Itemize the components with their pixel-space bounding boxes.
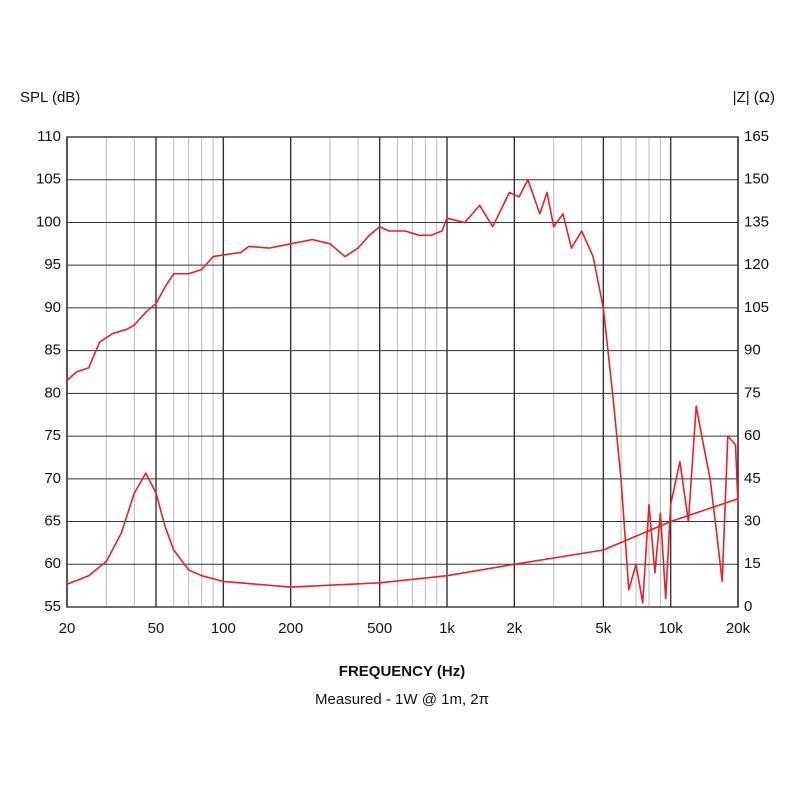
x-tick-label: 2k: [506, 620, 522, 637]
x-tick-label: 500: [367, 620, 392, 637]
x-tick-label: 10k: [659, 620, 684, 637]
y-tick-label: 75: [44, 427, 61, 444]
y2-tick-label: 75: [744, 384, 761, 401]
y2-tick-label: 15: [744, 555, 761, 572]
y-tick-label: 85: [44, 342, 61, 359]
series-line: [66, 178, 739, 604]
y2-tick-label: 120: [744, 256, 769, 273]
y-tick-label: 110: [37, 128, 61, 145]
x-tick-label: 20k: [726, 620, 751, 637]
y-tick-label: 70: [44, 470, 61, 487]
y-tick-label: 100: [36, 213, 61, 230]
x-tick-label: 1k: [439, 620, 455, 637]
y-tick-label: 60: [44, 555, 61, 572]
x-tick-label: 200: [278, 620, 303, 637]
y2-axis-title: |Z| (Ω): [733, 89, 775, 106]
y-tick-label: 90: [44, 299, 61, 316]
y-axis-title: SPL (dB): [20, 89, 80, 106]
y-tick-label: 95: [44, 256, 61, 273]
y2-tick-label: 0: [744, 598, 752, 615]
y2-tick-label: 150: [744, 171, 769, 188]
y-tick-label: 65: [44, 513, 61, 530]
y2-tick-label: 30: [744, 513, 761, 530]
y2-tick-label: 105: [744, 299, 769, 316]
y-tick-label: 80: [44, 384, 61, 401]
y2-tick-label: 165: [744, 128, 769, 145]
plot-frame: [66, 136, 739, 608]
y2-tick-label: 135: [744, 213, 769, 230]
y-tick-label: 55: [44, 598, 61, 615]
x-tick-label: 5k: [595, 620, 611, 637]
x-axis-title: FREQUENCY (Hz): [339, 663, 465, 680]
y2-tick-label: 60: [744, 427, 761, 444]
y-tick-label: 105: [36, 171, 61, 188]
y2-tick-label: 90: [744, 342, 761, 359]
x-tick-label: 20: [59, 620, 76, 637]
series-line: [66, 472, 739, 588]
x-tick-label: 50: [148, 620, 165, 637]
y2-tick-label: 45: [744, 470, 761, 487]
subtitle: Measured - 1W @ 1m, 2π: [315, 691, 489, 708]
x-tick-label: 100: [211, 620, 236, 637]
